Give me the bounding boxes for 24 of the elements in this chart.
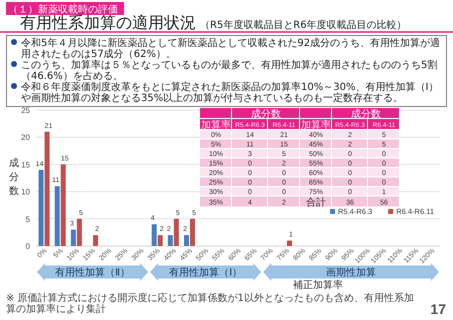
annotation: 加算率 xyxy=(201,119,231,131)
text: このうち、加算率は５％となっているものが最多で、有用性加算が適用されたもののうち5割（46.6%）を占める。 xyxy=(20,60,438,82)
text: ※ 原価計算方式における開示度に応じて加算係数が1以外となったものも含め、有用性系加算の加算率により集計 xyxy=(6,293,415,315)
text: 加算率 xyxy=(301,120,331,131)
text: 成分数 xyxy=(9,158,19,197)
y-tick-label: 10 xyxy=(21,188,31,197)
x-axis-title: 補正加算率 xyxy=(293,279,343,291)
y-tick-label: 20 xyxy=(21,133,31,142)
y-tick-label: 15 xyxy=(21,160,31,170)
text: 画期性加算 xyxy=(326,266,376,278)
annotation: 合計 xyxy=(306,196,326,208)
annotation: 成分数 xyxy=(351,108,381,120)
text: （１）新薬収載時の評価 xyxy=(8,4,118,16)
text: 17 xyxy=(430,301,446,317)
text: 有用性加算（Ⅰ） xyxy=(169,266,242,278)
chart-subtitle: （R5年度収載品目とR6年度収載品目の比較） xyxy=(200,19,407,31)
chart-title: 有用性系加算の適用状況 xyxy=(20,13,196,32)
y-tick-label: 5 xyxy=(26,214,31,224)
text: 令和5年４月以降に新医薬品として新医薬品として収載された92成分のうち、有用性加算が適用されたものは57成分（62%）。 xyxy=(20,38,442,60)
text: 有用性加算（Ⅱ） xyxy=(55,266,130,278)
text: 令和６年度薬価制度改革をもとに算定された新医薬品の加算率10%～30%、有用性加算（Ⅰ）や画期性加算の対象となる35%以上の加算が付与されているものも一定数存在する。 xyxy=(20,82,440,104)
y-axis-title: 成分数 xyxy=(251,108,281,120)
y-tick-label: 25 xyxy=(21,106,31,115)
y-tick-label: 0 xyxy=(26,242,31,251)
